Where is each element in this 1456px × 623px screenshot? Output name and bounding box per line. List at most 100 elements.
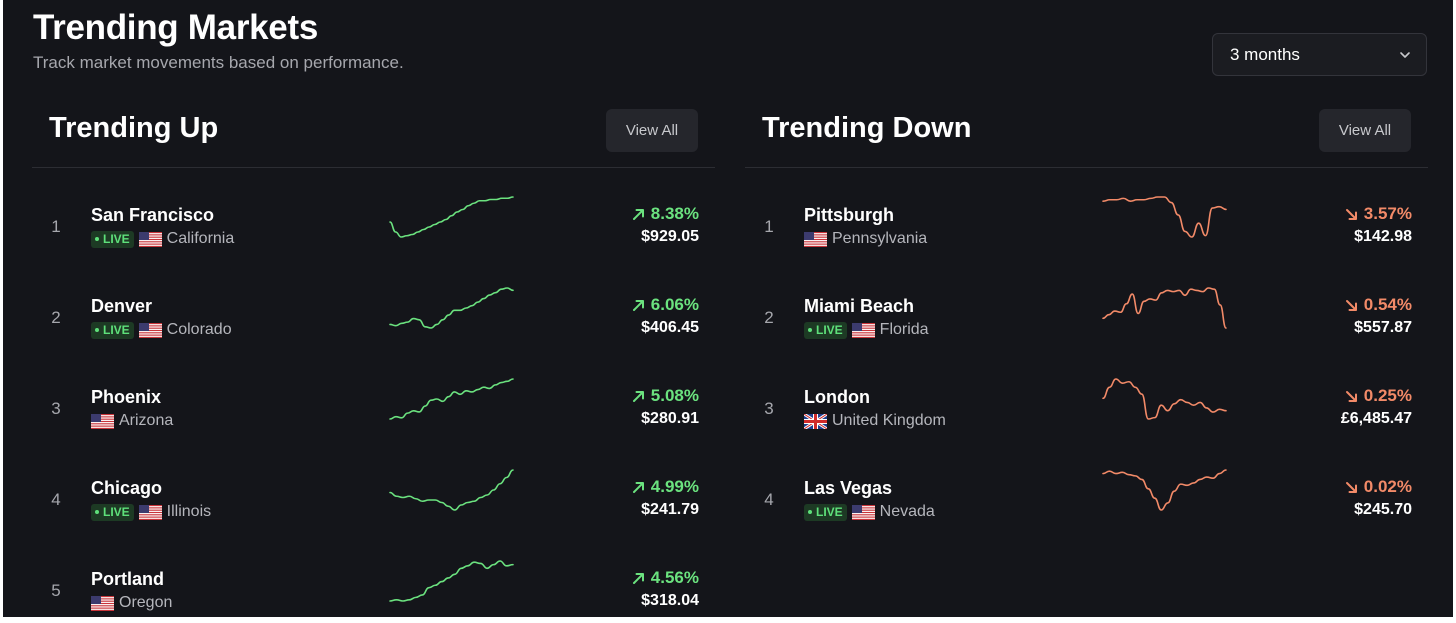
- us-flag-icon: [138, 231, 162, 247]
- trend-sparkline: [1102, 196, 1227, 238]
- arrow-down-right-icon: [1345, 390, 1357, 402]
- trending-up-title: Trending Up: [49, 112, 219, 144]
- page-subtitle: Track market movements based on performa…: [33, 53, 404, 72]
- market-row[interactable]: 4 Las Vegas LIVE Nevada 0.02% $245.70: [745, 453, 1428, 544]
- arrow-up-right-icon: [632, 299, 644, 311]
- live-badge: LIVE: [804, 321, 847, 339]
- city-name: Portland: [91, 569, 165, 589]
- change-percent: 8.38%: [632, 204, 699, 224]
- rank-number: 1: [51, 217, 61, 236]
- trend-line: [389, 196, 514, 238]
- us-flag-icon: [804, 231, 827, 247]
- trend-line: [389, 378, 514, 420]
- price-value: $318.04: [641, 592, 699, 609]
- trend-sparkline: [389, 196, 514, 238]
- market-meta: LIVE Nevada: [804, 503, 935, 521]
- trend-sparkline: [1102, 287, 1227, 329]
- trending-down-title: Trending Down: [762, 112, 972, 144]
- market-meta: Pennsylvania: [804, 230, 927, 248]
- us-flag-icon: [851, 322, 875, 338]
- market-row[interactable]: 1 Pittsburgh Pennsylvania 3.57% $142.98: [745, 180, 1428, 271]
- city-name: Las Vegas: [804, 478, 893, 498]
- market-row[interactable]: 2 Miami Beach LIVE Florida 0.54% $557.87: [745, 271, 1428, 362]
- price-value: $245.70: [1354, 501, 1412, 518]
- page-title: Trending Markets: [33, 8, 318, 47]
- market-row[interactable]: 3 London United Kingdom 0.25% £6,485.47: [745, 362, 1428, 453]
- price-value: $142.98: [1354, 228, 1412, 245]
- change-percent: 0.54%: [1345, 295, 1412, 315]
- trend-sparkline: [389, 469, 514, 511]
- arrow-down-right-icon: [1345, 208, 1357, 220]
- arrow-up-right-icon: [632, 481, 644, 493]
- city-name: San Francisco: [91, 205, 215, 225]
- change-value: 6.06%: [650, 295, 699, 314]
- live-label: LIVE: [816, 323, 843, 337]
- trend-sparkline: [1102, 378, 1227, 420]
- trending-up-view-all-button[interactable]: View All: [606, 109, 698, 152]
- market-meta: Oregon: [91, 594, 172, 612]
- price-value: $280.91: [641, 410, 699, 427]
- arrow-up-right-icon: [632, 572, 644, 584]
- region-name: United Kingdom: [832, 412, 946, 429]
- live-badge: LIVE: [91, 230, 134, 248]
- city-name: Miami Beach: [804, 296, 915, 316]
- trending-up-panel: Trending Up View All 1 San Francisco LIVE C…: [32, 100, 715, 617]
- period-select[interactable]: 3 months: [1212, 33, 1427, 76]
- live-dot-icon: [95, 328, 99, 332]
- price-value: $929.05: [641, 228, 699, 245]
- market-meta: LIVE Colorado: [91, 321, 232, 339]
- change-percent: 4.99%: [632, 477, 699, 497]
- rank-number: 2: [51, 308, 61, 327]
- chevron-down-icon: [1400, 52, 1410, 58]
- live-badge: LIVE: [804, 503, 847, 521]
- change-value: 8.38%: [650, 204, 699, 223]
- change-value: 4.99%: [650, 477, 699, 496]
- market-meta: Arizona: [91, 412, 173, 430]
- market-row[interactable]: 1 San Francisco LIVE California 8.38% $929.05: [32, 180, 715, 271]
- city-name: Phoenix: [91, 387, 162, 407]
- arrow-up-right-icon: [632, 208, 644, 220]
- rank-number: 5: [51, 581, 61, 600]
- market-row[interactable]: 5 Portland Oregon 4.56% $318.04: [32, 544, 715, 617]
- market-row[interactable]: 4 Chicago LIVE Illinois 4.99% $241.79: [32, 453, 715, 544]
- divider: [32, 167, 715, 168]
- change-percent: 0.25%: [1345, 386, 1412, 406]
- market-meta: LIVE Illinois: [91, 503, 211, 521]
- change-percent: 6.06%: [632, 295, 699, 315]
- change-percent: 3.57%: [1345, 204, 1412, 224]
- city-name: London: [804, 387, 870, 407]
- trending-down-panel: Trending Down View All 1 Pittsburgh Pennsy…: [745, 100, 1428, 617]
- change-percent: 4.56%: [632, 568, 699, 588]
- trend-line: [389, 469, 514, 511]
- price-value: $406.45: [641, 319, 699, 336]
- us-flag-icon: [851, 504, 875, 520]
- rank-number: 3: [764, 399, 774, 418]
- us-flag-icon: [138, 504, 162, 520]
- trend-sparkline: [389, 378, 514, 420]
- period-select-value: 3 months: [1230, 45, 1300, 64]
- trending-down-view-all-button[interactable]: View All: [1319, 109, 1411, 152]
- live-label: LIVE: [103, 232, 130, 246]
- live-dot-icon: [95, 510, 99, 514]
- rank-number: 4: [764, 490, 774, 509]
- change-value: 0.02%: [1363, 477, 1412, 496]
- region-name: Colorado: [166, 321, 232, 338]
- trend-line: [389, 287, 514, 329]
- market-row[interactable]: 3 Phoenix Arizona 5.08% $280.91: [32, 362, 715, 453]
- market-meta: LIVE Florida: [804, 321, 929, 339]
- change-value: 0.54%: [1363, 295, 1412, 314]
- live-label: LIVE: [103, 505, 130, 519]
- region-name: Oregon: [119, 594, 173, 611]
- rank-number: 2: [764, 308, 774, 327]
- region-name: Pennsylvania: [832, 230, 928, 247]
- rank-number: 4: [51, 490, 61, 509]
- market-row[interactable]: 2 Denver LIVE Colorado 6.06% $406.45: [32, 271, 715, 362]
- region-name: Florida: [879, 321, 929, 338]
- region-name: California: [166, 230, 235, 247]
- change-value: 5.08%: [650, 386, 699, 405]
- change-value: 4.56%: [650, 568, 699, 587]
- divider: [745, 167, 1428, 168]
- us-flag-icon: [91, 413, 114, 429]
- rank-number: 3: [51, 399, 61, 418]
- market-meta: LIVE California: [91, 230, 234, 248]
